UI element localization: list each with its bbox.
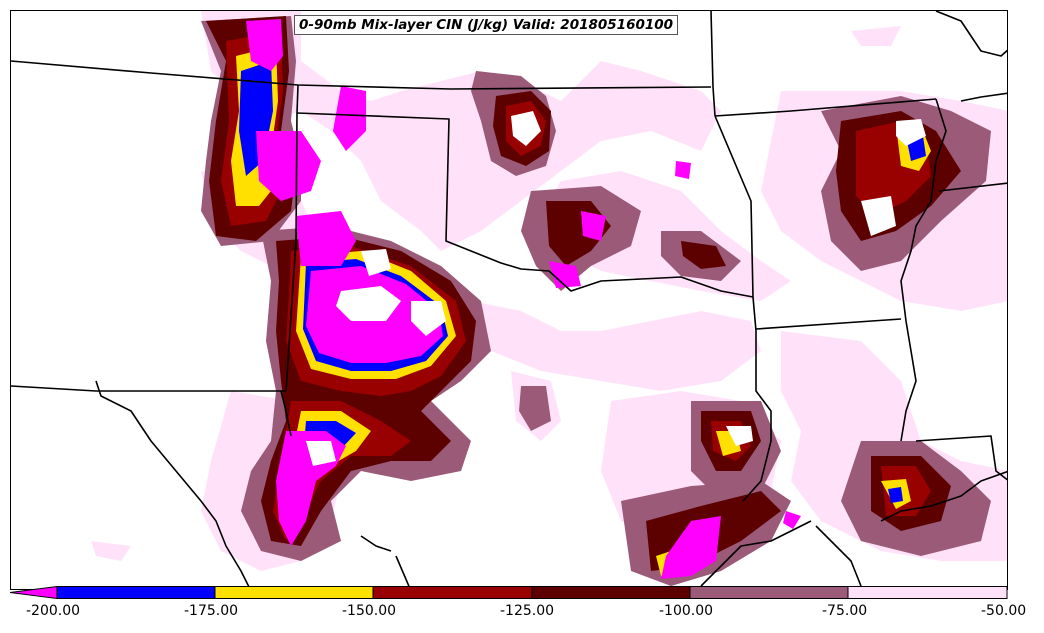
state-borders xyxy=(11,11,1007,589)
colorbar-label-3: -125.00 xyxy=(500,603,555,619)
colorbar-label-0: -200.00 xyxy=(26,603,81,619)
map-title: 0-90mb Mix-layer CIN (J/kg) Valid: 20180… xyxy=(294,15,679,35)
colorbar-below-min-triangle xyxy=(10,586,58,599)
colorbar xyxy=(10,586,1008,599)
colorbar-label-4: -100.00 xyxy=(659,603,714,619)
colorbar-label-6: -50.00 xyxy=(981,603,1027,619)
cin-field-holes xyxy=(306,111,926,466)
colorbar-label-2: -150.00 xyxy=(342,603,397,619)
colorbar-bin-4 xyxy=(531,586,691,599)
map-panel xyxy=(10,10,1008,590)
cin-map xyxy=(11,11,1007,589)
colorbar-bin-1 xyxy=(56,586,216,599)
colorbar-bin-3 xyxy=(372,586,533,599)
cin-field-magenta xyxy=(246,19,801,579)
colorbar-bin-6 xyxy=(847,586,1008,599)
colorbar-label-1: -175.00 xyxy=(184,603,239,619)
colorbar-label-5: -75.00 xyxy=(822,603,868,619)
colorbar-bin-5 xyxy=(689,586,849,599)
colorbar-bin-2 xyxy=(214,586,374,599)
